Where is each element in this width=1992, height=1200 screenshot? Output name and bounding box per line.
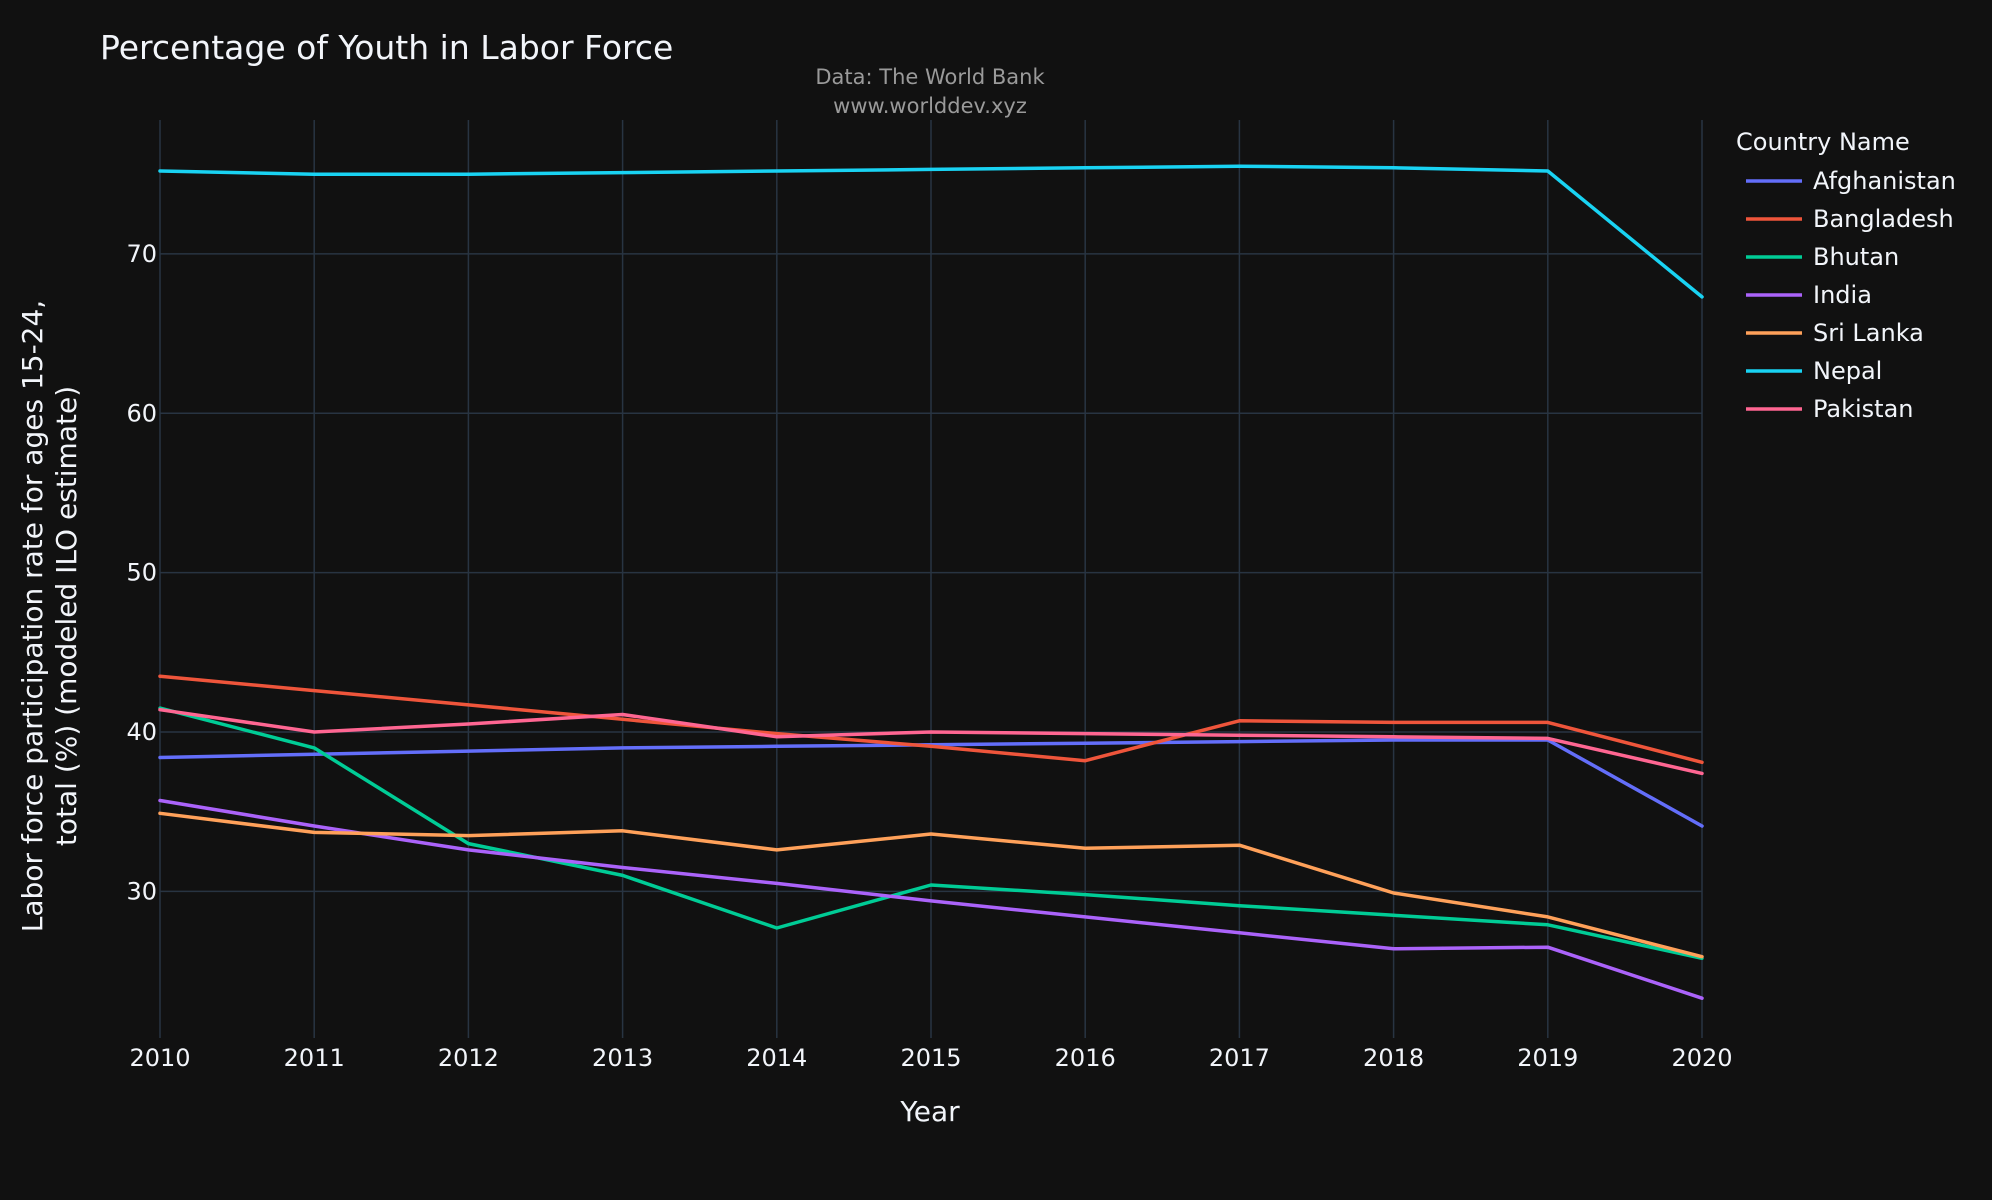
y-tick-label: 60 — [126, 399, 157, 427]
legend-item-india[interactable]: India — [1746, 281, 1872, 309]
x-axis-title: Year — [899, 1095, 960, 1128]
legend-label: Sri Lanka — [1813, 319, 1924, 347]
x-tick-label: 2011 — [284, 1044, 345, 1072]
x-tick-label: 2020 — [1671, 1044, 1732, 1072]
y-tick-label: 40 — [126, 718, 157, 746]
legend-item-nepal[interactable]: Nepal — [1746, 357, 1882, 385]
legend-item-pakistan[interactable]: Pakistan — [1746, 395, 1914, 423]
series-line-bhutan[interactable] — [158, 706, 1704, 961]
x-tick-label: 2019 — [1517, 1044, 1578, 1072]
legend-item-afghanistan[interactable]: Afghanistan — [1746, 167, 1956, 195]
legend-label: Bhutan — [1813, 243, 1899, 271]
y-axis-title: Labor force participation rate for ages … — [16, 300, 83, 932]
x-tick-label: 2017 — [1209, 1044, 1270, 1072]
y-tick-label: 50 — [126, 559, 157, 587]
legend-label: India — [1813, 281, 1872, 309]
legend-item-sri-lanka[interactable]: Sri Lanka — [1746, 319, 1924, 347]
legend-label: Nepal — [1813, 357, 1882, 385]
x-tick-label: 2016 — [1055, 1044, 1116, 1072]
x-tick-label: 2010 — [129, 1044, 190, 1072]
series-line-bangladesh[interactable] — [158, 674, 1704, 765]
y-axis-ticks: 30 40 50 60 70 — [126, 240, 157, 906]
x-tick-label: 2013 — [592, 1044, 653, 1072]
x-tick-label: 2018 — [1363, 1044, 1424, 1072]
chart-subtitle-line-1: Data: The World Bank — [815, 65, 1045, 89]
x-tick-label: 2015 — [900, 1044, 961, 1072]
x-tick-label: 2012 — [438, 1044, 499, 1072]
series-lines — [158, 164, 1704, 1000]
series-line-sri-lanka[interactable] — [158, 811, 1704, 959]
legend: Country Name Afghanistan Bangladesh Bhutan… — [1736, 128, 1956, 423]
y-axis-title-line-1: Labor force participation rate for ages … — [16, 300, 49, 932]
y-tick-label: 30 — [126, 877, 157, 905]
series-line-india[interactable] — [158, 798, 1704, 1000]
y-tick-label: 70 — [126, 240, 157, 268]
legend-items: Afghanistan Bangladesh Bhutan India Sri Lank… — [1746, 167, 1956, 423]
legend-item-bhutan[interactable]: Bhutan — [1746, 243, 1899, 271]
x-tick-label: 2014 — [746, 1044, 807, 1072]
y-axis-title-line-2: total (%) (modeled ILO estimate) — [50, 386, 83, 846]
legend-label: Bangladesh — [1813, 205, 1954, 233]
chart-subtitle-line-2: www.worlddev.xyz — [833, 94, 1027, 118]
chart-title: Percentage of Youth in Labor Force — [100, 28, 673, 67]
series-line-nepal[interactable] — [158, 164, 1704, 299]
series-line-pakistan[interactable] — [158, 707, 1704, 776]
legend-label: Afghanistan — [1813, 167, 1956, 195]
legend-title: Country Name — [1736, 128, 1910, 156]
legend-item-bangladesh[interactable]: Bangladesh — [1746, 205, 1954, 233]
x-axis-ticks: 2010 2011 2012 2013 2014 2015 2016 2017 2018 2019… — [129, 1044, 1732, 1072]
legend-label: Pakistan — [1813, 395, 1914, 423]
